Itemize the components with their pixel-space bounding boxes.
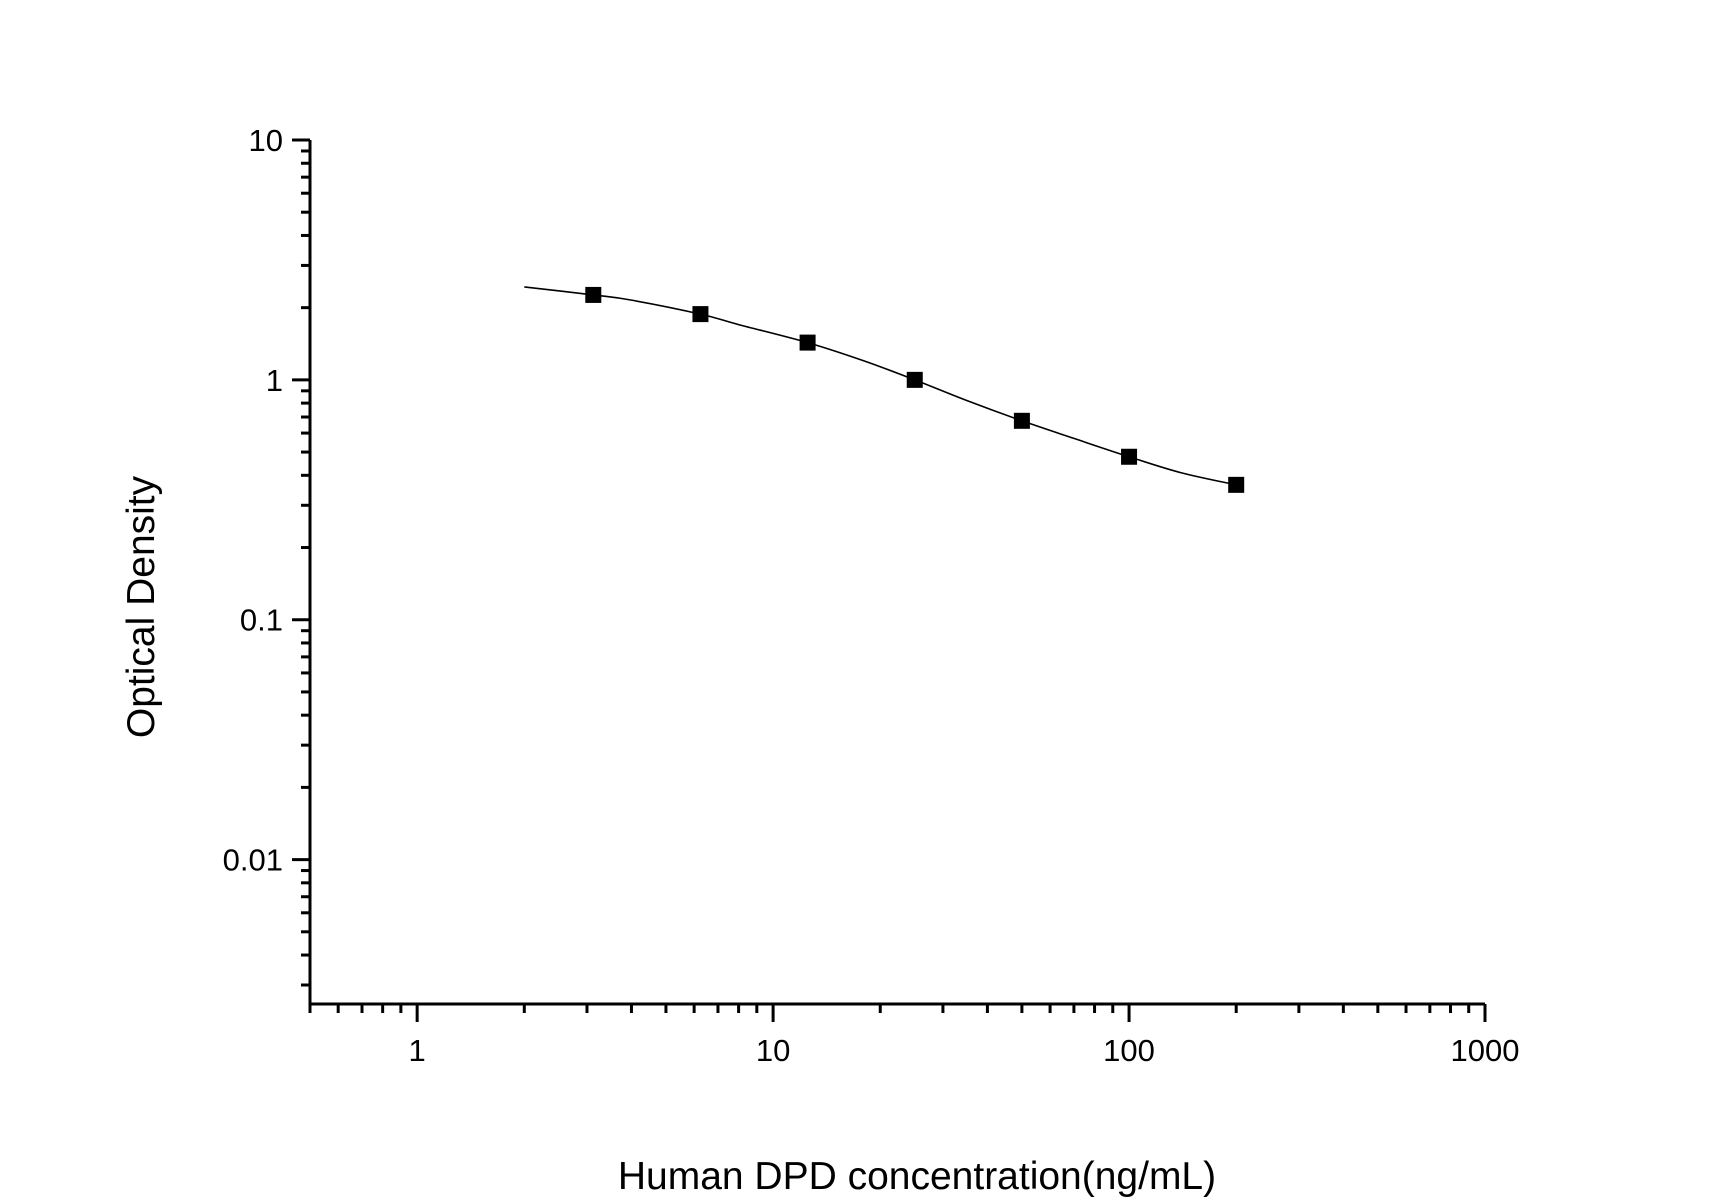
y-axis: 0.01 0.1 1 10 <box>223 123 312 1006</box>
x-tick-label: 10 <box>756 1033 790 1068</box>
data-point-square <box>799 334 816 351</box>
data-point-square <box>692 306 709 323</box>
data-point-square <box>1121 448 1138 465</box>
data-point-square <box>1228 476 1245 493</box>
y-axis-title: Optical Density <box>120 475 163 738</box>
data-points <box>585 286 1245 493</box>
x-axis-title: Human DPD concentration(ng/mL) <box>618 1155 1216 1198</box>
y-tick-label: 0.01 <box>223 843 283 878</box>
x-tick-label: 100 <box>1103 1033 1155 1068</box>
y-tick-label: 0.1 <box>240 603 283 638</box>
data-point-square <box>1013 412 1030 429</box>
x-axis: 1 10 100 1000 <box>308 1002 1520 1068</box>
y-tick-label: 10 <box>249 123 283 158</box>
x-tick-label: 1000 <box>1451 1033 1520 1068</box>
data-point-square <box>585 286 602 303</box>
x-tick-label: 1 <box>409 1033 426 1068</box>
y-tick-label: 1 <box>266 363 283 398</box>
data-point-square <box>906 371 923 388</box>
